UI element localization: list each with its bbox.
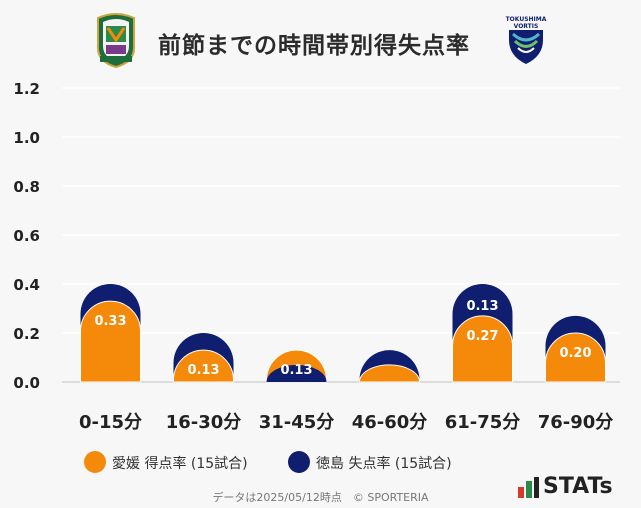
chart-header: 前節までの時間帯別得失点率 TOKUSHIMA VORTIS bbox=[0, 0, 641, 78]
data-label-home: 0.33 bbox=[94, 314, 126, 329]
bars bbox=[80, 284, 606, 383]
chart-area: 0.00.20.40.60.81.01.2 0.330.13 0.130.270.… bbox=[13, 80, 620, 433]
tokushima-vortis-emblem-icon: TOKUSHIMA VORTIS bbox=[503, 14, 549, 70]
bar-away bbox=[266, 364, 327, 382]
x-tick-label: 16-30分 bbox=[166, 412, 242, 433]
data-label-home: 0.20 bbox=[559, 346, 591, 361]
y-tick-label: 0.2 bbox=[13, 325, 40, 343]
bar-home bbox=[452, 315, 513, 383]
grid-lines bbox=[62, 87, 620, 383]
y-tick-label: 1.2 bbox=[13, 80, 40, 98]
data-label-home: 0.13 bbox=[187, 363, 219, 378]
legend-swatch-away bbox=[288, 451, 310, 473]
legend-swatch-home bbox=[84, 451, 106, 473]
away-logo-text-1: TOKUSHIMA bbox=[506, 16, 547, 23]
x-tick-label: 61-75分 bbox=[445, 412, 521, 433]
x-tick-label: 46-60分 bbox=[352, 412, 428, 433]
footer-note: データは2025/05/12時点 © SPORTERIA bbox=[212, 491, 429, 504]
data-label-home: 0.13 bbox=[280, 363, 312, 378]
y-tick-label: 0.8 bbox=[13, 178, 40, 196]
bar-home bbox=[80, 300, 141, 383]
data-label-home: 0.27 bbox=[466, 329, 498, 344]
legend-label-home: 愛媛 得点率 (15試合) bbox=[112, 456, 248, 472]
y-axis-tick-labels: 0.0 0.2 0.4 0.6 0.8 1.0 1.2 bbox=[13, 80, 40, 392]
y-tick-label: 0.0 bbox=[13, 374, 40, 392]
y-tick-label: 0.6 bbox=[13, 227, 40, 245]
x-tick-label: 76-90分 bbox=[538, 412, 614, 433]
legend-label-away: 徳島 失点率 (15試合) bbox=[316, 456, 452, 472]
stats-bars-icon bbox=[518, 477, 539, 498]
x-tick-label: 0-15分 bbox=[79, 412, 142, 433]
stats-brand-text: STATs bbox=[543, 474, 613, 499]
data-label-away: 0.13 bbox=[466, 299, 498, 314]
y-tick-label: 1.0 bbox=[13, 129, 40, 147]
chart-title: 前節までの時間帯別得失点率 bbox=[158, 33, 470, 59]
bar-home bbox=[173, 349, 234, 383]
bar-home bbox=[358, 364, 421, 383]
data-labels: 0.33 0.13 0.13 0.27 0.13 0.20 bbox=[94, 299, 591, 378]
x-tick-label: 31-45分 bbox=[259, 412, 335, 433]
ehime-fc-crest-icon bbox=[94, 12, 138, 72]
y-tick-label: 0.4 bbox=[13, 276, 40, 294]
away-logo-text-2: VORTIS bbox=[514, 23, 539, 30]
bar-home bbox=[545, 332, 606, 383]
x-axis-tick-labels: 0-15分 16-30分 31-45分 46-60分 61-75分 76-90分 bbox=[79, 412, 613, 433]
